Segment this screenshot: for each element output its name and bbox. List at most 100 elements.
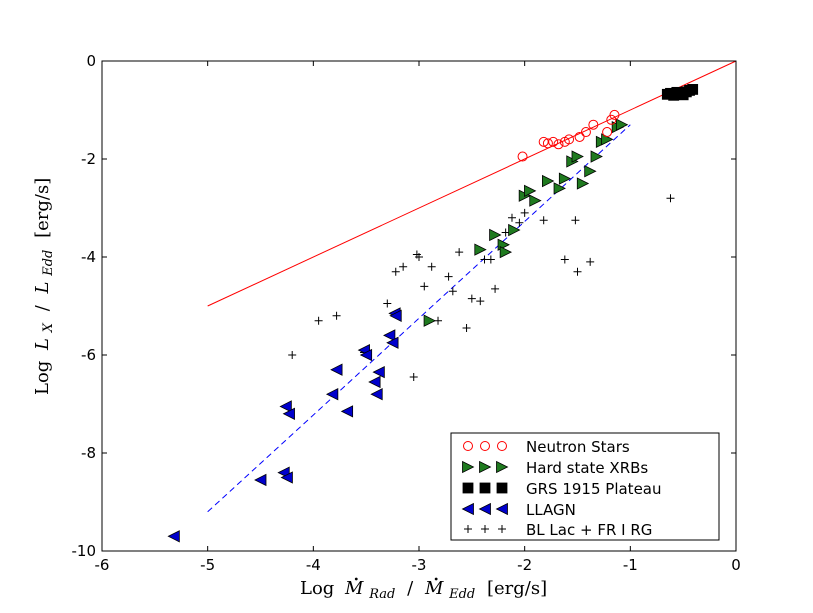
series-grs-1915-plateau xyxy=(661,84,699,101)
bl-lac-fr-i-rg-point xyxy=(415,253,423,261)
x-axis-m-symbol: M xyxy=(344,578,364,599)
bl-lac-fr-i-rg-point xyxy=(491,284,500,293)
grs-1915-plateau-point xyxy=(687,84,699,95)
legend-marker-hard-state-xrbs xyxy=(479,460,492,474)
neutron-stars-point xyxy=(606,114,617,125)
legend-marker-grs-1915-plateau xyxy=(496,482,508,494)
bl-lac-fr-i-rg-point xyxy=(476,297,485,306)
hard-state-xrbs-point xyxy=(508,223,521,237)
neutron-stars-point xyxy=(574,131,585,142)
bl-lac-fr-i-rg-point xyxy=(573,267,582,276)
legend-marker-llagn xyxy=(461,502,474,516)
bl-lac-fr-i-rg-point xyxy=(383,299,392,308)
llagn-point xyxy=(383,329,396,342)
llagn-point xyxy=(386,336,399,349)
x-tick-label: 0 xyxy=(731,556,741,574)
x-tick-label: -4 xyxy=(306,556,321,574)
llagn-point xyxy=(368,375,381,389)
bl-lac-fr-i-rg-point xyxy=(332,311,341,320)
y-tick-label: -4 xyxy=(81,248,96,266)
bl-lac-fr-i-rg-point xyxy=(420,282,429,291)
y-tick-label: -2 xyxy=(81,150,96,168)
legend: Neutron Stars Hard state XRBs GRS 1915 P… xyxy=(450,432,720,541)
reference-lines xyxy=(207,60,737,513)
legend-label-hard-state-xrbs: Hard state XRBs xyxy=(526,459,648,477)
llagn-point xyxy=(389,309,402,322)
hard-state-xrbs-point xyxy=(542,174,555,188)
legend-marker-neutron-stars xyxy=(497,441,507,451)
hard-state-xrbs-point xyxy=(524,184,537,197)
x-tick-label: -6 xyxy=(95,556,110,574)
bl-lac-fr-i-rg-point xyxy=(666,194,675,203)
hard-state-xrbs-point xyxy=(423,314,436,327)
x-tick-label: -5 xyxy=(200,556,215,574)
legend-label-llagn: LLAGN xyxy=(526,501,576,519)
neutron-stars-point xyxy=(609,109,620,120)
bl-lac-fr-i-rg-point xyxy=(467,294,476,303)
bl-lac-fr-i-rg-point xyxy=(560,255,569,264)
bl-lac-fr-i-rg-point xyxy=(539,216,548,225)
legend-marker-llagn xyxy=(495,502,508,516)
bl-lac-fr-i-rg-point xyxy=(515,218,524,227)
bl-lac-fr-i-rg-point xyxy=(409,373,418,382)
hard-state-xrbs-point xyxy=(576,177,590,190)
x-tick-label: -2 xyxy=(517,556,532,574)
hard-state-xrbs-point xyxy=(584,165,597,178)
legend-marker-neutron-stars xyxy=(480,441,490,451)
llagn-point xyxy=(359,348,373,362)
axis-ticks: -6 -5 -4 -3 -2 -1 00-2-4-6-8-10 xyxy=(72,52,741,574)
bl-lac-fr-i-rg-point xyxy=(444,272,453,281)
series-llagn xyxy=(167,307,402,543)
llagn-point xyxy=(330,363,343,376)
bl-lac-fr-i-rg-point xyxy=(507,213,516,222)
neutron-stars-point xyxy=(588,119,599,130)
legend-marker-bl-lac-fr-i-rg xyxy=(464,525,472,533)
bl-lac-fr-i-rg-point xyxy=(399,262,408,271)
bl-lac-fr-i-rg-point xyxy=(427,262,436,271)
hard-state-xrbs-point xyxy=(474,243,487,256)
hard-state-xrbs-point xyxy=(558,172,572,185)
llagn-point xyxy=(325,388,339,401)
llagn-point xyxy=(280,471,293,484)
neutron-star-fit-line xyxy=(207,60,737,307)
llagn-point xyxy=(254,473,267,487)
legend-marker-bl-lac-fr-i-rg xyxy=(498,525,506,533)
hard-state-xrbs-point xyxy=(615,118,629,131)
llagn-point xyxy=(340,405,354,418)
llagn-point xyxy=(279,400,292,413)
legend-marker-bl-lac-fr-i-rg xyxy=(481,525,489,533)
llagn-point xyxy=(372,366,385,379)
legend-box xyxy=(450,432,720,541)
bl-lac-fr-i-rg-point xyxy=(571,216,580,225)
legend-label-bl-lac-fr-i-rg: BL Lac + FR I RG xyxy=(526,521,652,539)
series-neutron-stars xyxy=(517,109,620,162)
hard-state-xrbs-point xyxy=(590,150,603,163)
neutron-stars-point xyxy=(580,127,591,138)
legend-marker-neutron-stars xyxy=(463,441,473,451)
bl-lac-fr-i-rg-point xyxy=(586,257,595,266)
bl-lac-fr-i-rg-point xyxy=(288,351,297,359)
x-axis-dot-accent xyxy=(354,577,358,581)
legend-marker-hard-state-xrbs xyxy=(496,460,509,474)
hard-state-xrbs-point xyxy=(499,245,513,259)
legend-marker-llagn xyxy=(478,502,491,516)
bl-lac-fr-i-rg-point xyxy=(462,324,471,333)
llagn-point xyxy=(370,388,383,401)
x-axis-title: Log M Rad / M Edd [erg/s] xyxy=(300,578,547,603)
hard-state-fit-line xyxy=(207,124,631,513)
neutron-stars-point xyxy=(553,139,564,150)
bl-lac-fr-i-rg-point xyxy=(455,248,464,257)
hard-state-xrbs-point xyxy=(489,228,502,242)
y-tick-label: -8 xyxy=(81,444,96,462)
neutron-stars-point xyxy=(548,136,559,147)
y-tick-label: 0 xyxy=(86,52,96,70)
neutron-stars-point xyxy=(517,151,528,162)
legend-marker-grs-1915-plateau xyxy=(462,482,474,494)
y-tick-label: -10 xyxy=(72,542,97,560)
hard-state-xrbs-point xyxy=(529,194,542,207)
neutron-stars-point xyxy=(564,134,575,145)
legend-marker-hard-state-xrbs xyxy=(462,460,475,474)
legend-label-grs-1915-plateau: GRS 1915 Plateau xyxy=(526,480,662,498)
x-tick-label: -1 xyxy=(623,556,638,574)
bl-lac-fr-i-rg-point xyxy=(448,287,457,296)
